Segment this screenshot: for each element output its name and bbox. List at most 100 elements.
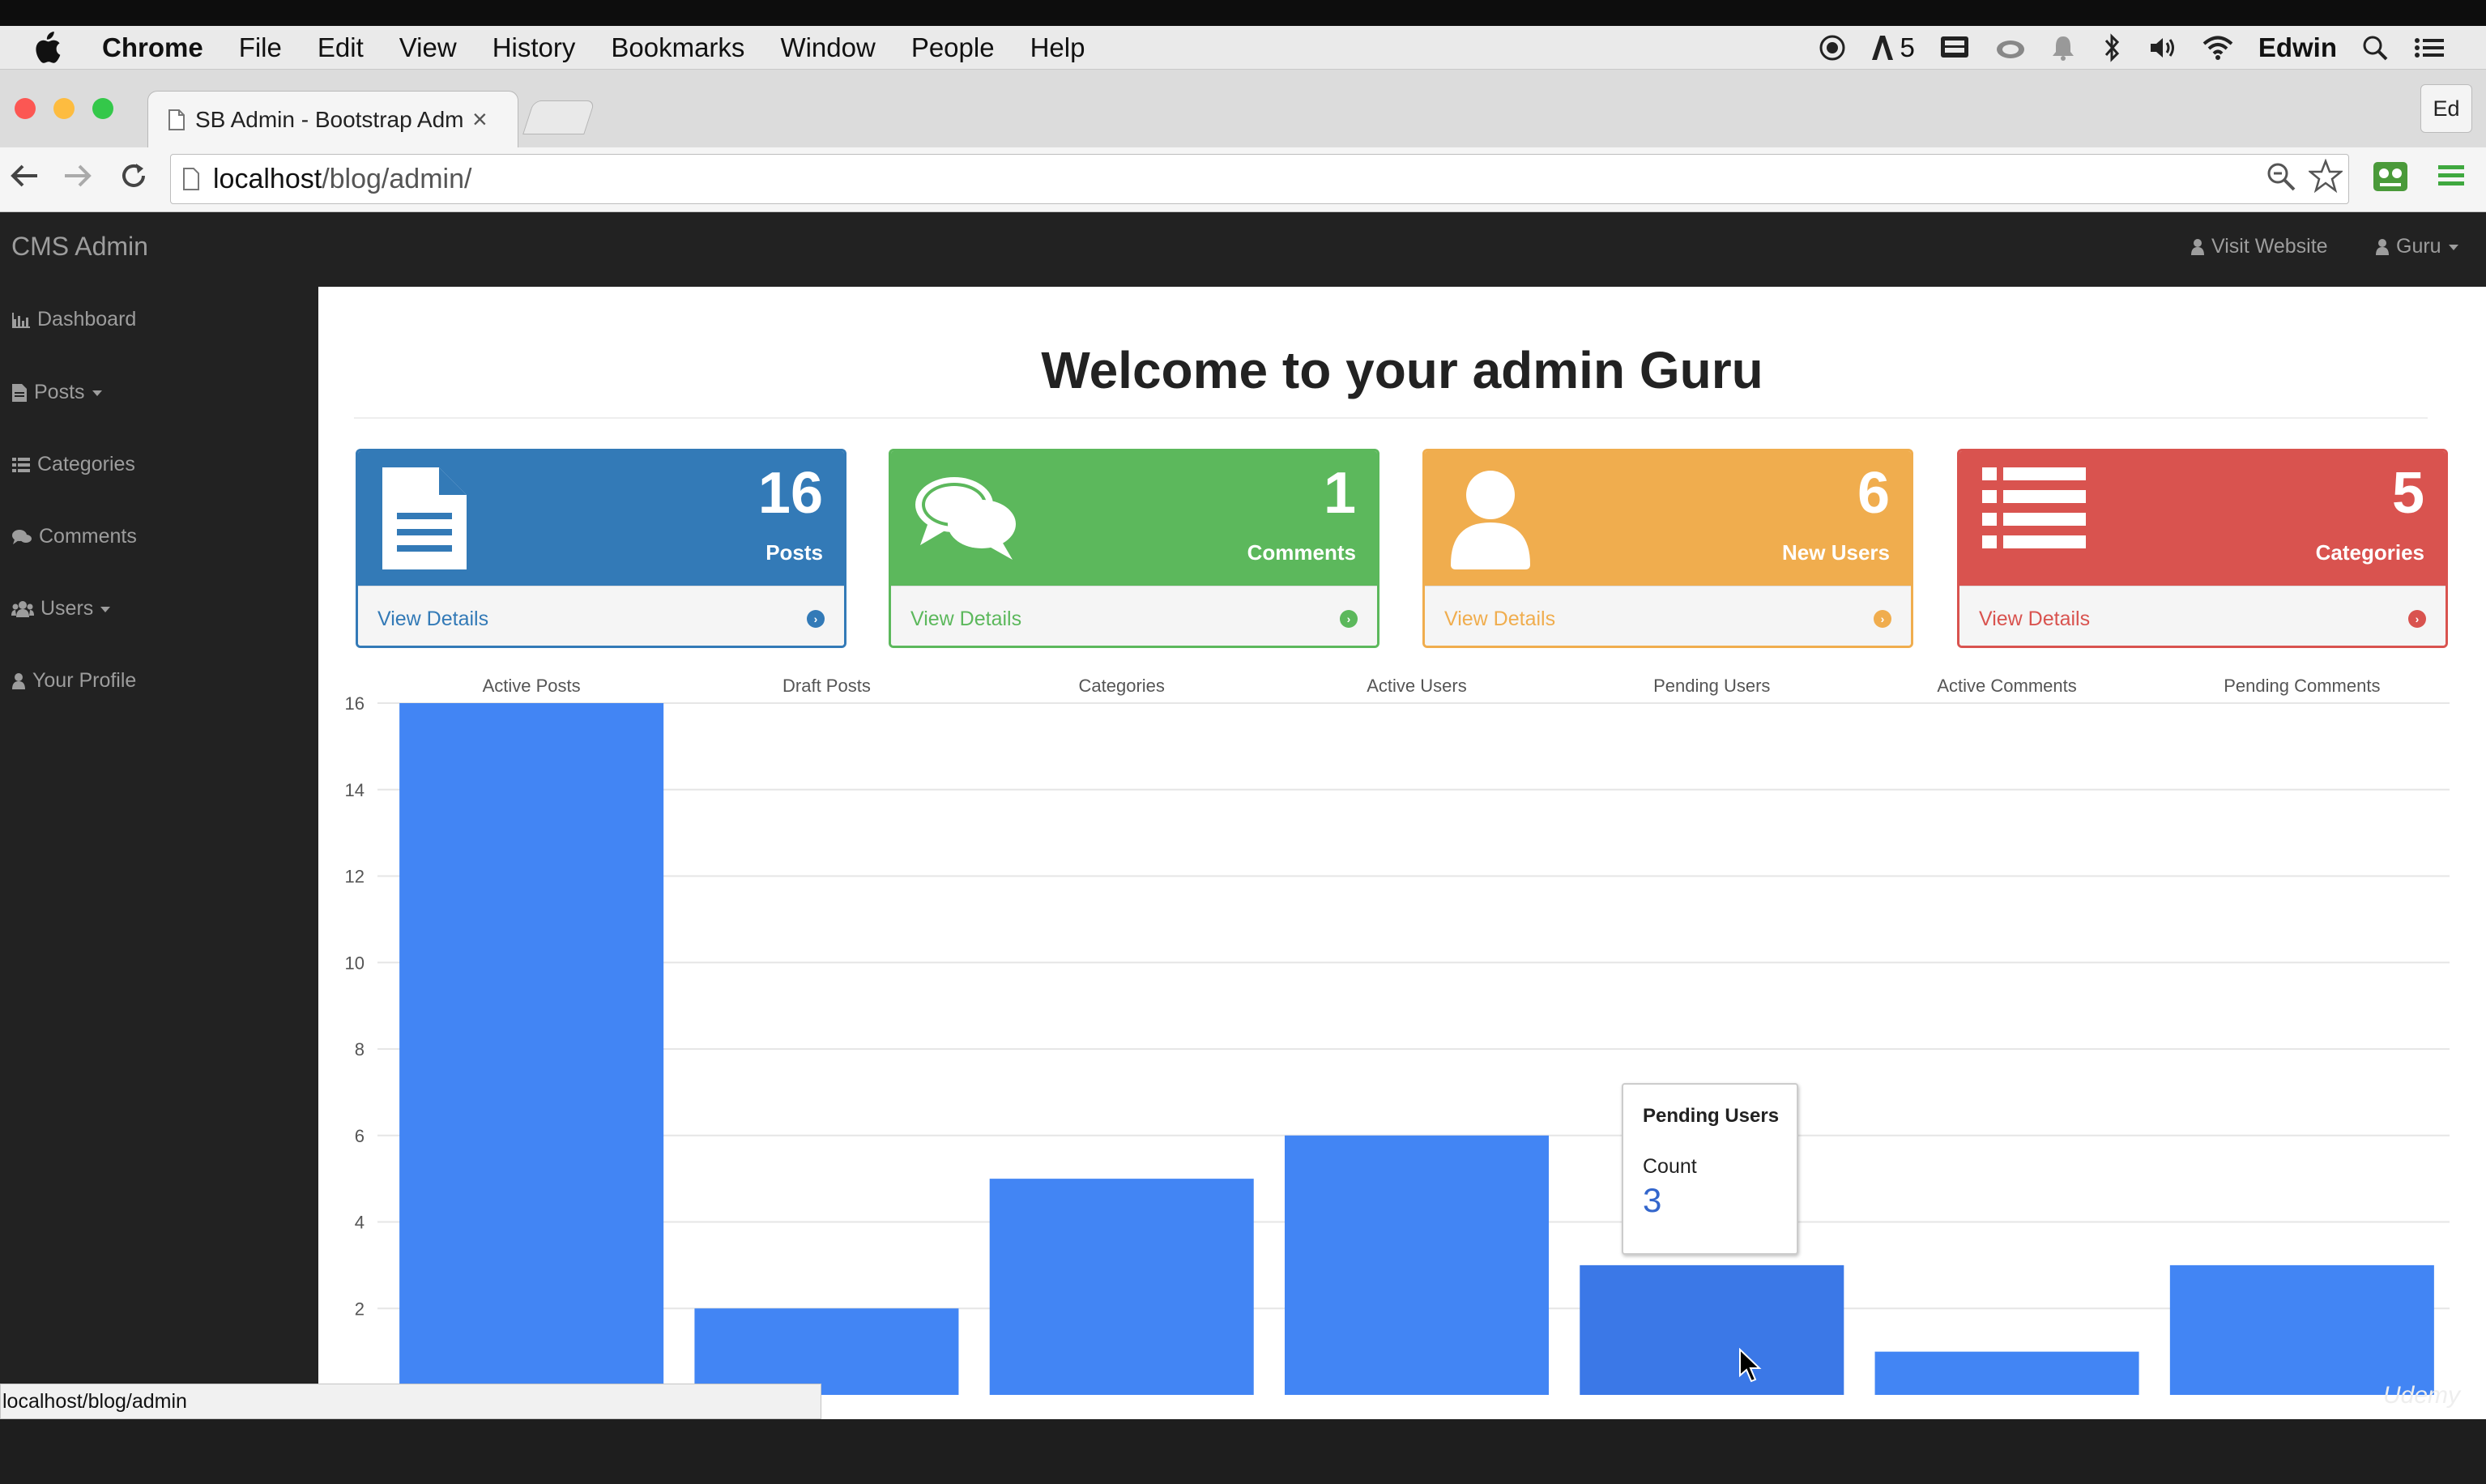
record-icon[interactable]	[1819, 34, 1846, 62]
menu-help[interactable]: Help	[1030, 32, 1085, 62]
sidebar-label-comments: Comments	[39, 525, 137, 548]
posts-view-details-label: View Details	[377, 607, 489, 630]
categories-view-details-label: View Details	[1979, 607, 2091, 630]
adobe-badge: 5	[1900, 32, 1915, 62]
comments-icon	[12, 529, 32, 544]
screen-bottom-strip	[0, 1419, 2486, 1484]
volume-icon[interactable]	[2148, 34, 2177, 62]
sidebar	[0, 287, 318, 1419]
menu-bookmarks[interactable]: Bookmarks	[611, 32, 745, 62]
notification-center-icon[interactable]	[2413, 34, 2445, 62]
url-path: /blog/admin/	[322, 163, 472, 194]
comments-icon	[915, 477, 1016, 560]
chart-bar[interactable]	[989, 1179, 1254, 1395]
posts-view-details[interactable]: View Details ›	[358, 586, 844, 646]
visit-website-link[interactable]: Visit Website	[2190, 235, 2328, 258]
address-bar[interactable]: localhost/blog/admin/	[170, 154, 2349, 204]
caret-down-icon	[100, 606, 111, 612]
address-url: localhost/blog/admin/	[213, 164, 471, 195]
wifi-icon[interactable]	[2202, 34, 2234, 62]
reload-icon[interactable]	[118, 160, 149, 191]
comments-view-details[interactable]: View Details ›	[891, 586, 1377, 646]
chart-bar[interactable]	[1284, 1135, 1550, 1395]
users-panel-heading: 6 New Users	[1425, 451, 1911, 586]
list-icon	[12, 457, 30, 472]
visit-website-label: Visit Website	[2211, 235, 2328, 258]
user-dropdown-label: Guru	[2396, 235, 2441, 258]
y-tick-label: 8	[355, 1039, 365, 1060]
sidebar-item-your-profile[interactable]: Your Profile	[11, 669, 136, 693]
menu-view[interactable]: View	[399, 32, 457, 62]
page-info-icon[interactable]	[182, 167, 200, 191]
users-label: New Users	[1782, 540, 1890, 565]
tooltip-value: 3	[1643, 1181, 1662, 1219]
y-tick-label: 4	[355, 1213, 365, 1233]
menu-history[interactable]: History	[492, 32, 576, 62]
chart-bar[interactable]	[1874, 1351, 2139, 1395]
spotlight-search-icon[interactable]	[2361, 34, 2389, 62]
chart-tooltip	[1622, 1083, 1798, 1255]
extension-icon[interactable]	[2372, 159, 2409, 194]
minimize-window-button[interactable]	[53, 98, 75, 119]
browser-tab[interactable]: SB Admin - Bootstrap Adm ×	[147, 91, 518, 147]
user-icon	[1451, 471, 1530, 569]
y-tick-label: 14	[345, 780, 365, 800]
apple-icon[interactable]	[32, 31, 62, 64]
y-tick-label: 6	[355, 1126, 365, 1146]
tab-title: SB Admin - Bootstrap Adm	[195, 106, 463, 132]
menu-file[interactable]: File	[238, 32, 282, 62]
navbar-brand[interactable]: CMS Admin	[11, 232, 148, 261]
zoom-icon[interactable]	[2265, 160, 2297, 193]
close-window-button[interactable]	[15, 98, 36, 119]
chart-bar[interactable]	[2169, 1264, 2434, 1395]
posts-panel: 16 Posts View Details ›	[356, 449, 846, 648]
tab-close-button[interactable]: ×	[472, 104, 488, 134]
sidebar-label-categories: Categories	[37, 453, 135, 475]
legend-category-label: Draft Posts	[782, 676, 871, 696]
creative-cloud-icon[interactable]	[1994, 34, 2027, 62]
menu-chrome[interactable]: Chrome	[102, 32, 203, 62]
chrome-menu-icon[interactable]	[2437, 162, 2466, 190]
profile-button[interactable]: Ed	[2420, 84, 2472, 133]
user-dropdown[interactable]: Guru	[2375, 235, 2459, 258]
chart-bar[interactable]	[399, 703, 664, 1395]
user-icon	[2191, 238, 2204, 255]
user-icon	[12, 672, 25, 689]
menu-window[interactable]: Window	[780, 32, 876, 62]
posts-count: 16	[757, 461, 823, 526]
back-icon[interactable]	[8, 162, 41, 190]
sidebar-label-your-profile: Your Profile	[32, 669, 137, 692]
url-host: localhost	[213, 163, 322, 194]
adobe-status[interactable]: 5	[1870, 32, 1915, 63]
bluetooth-icon[interactable]	[2100, 32, 2124, 63]
sidebar-label-users: Users	[41, 597, 94, 620]
menu-people[interactable]: People	[910, 32, 995, 62]
menu-user-name[interactable]: Edwin	[2258, 32, 2337, 62]
categories-panel-heading: 5 Categories	[1959, 451, 2445, 586]
users-view-details[interactable]: View Details ›	[1425, 586, 1911, 646]
mac-menu-bar: Chrome File Edit View History Bookmarks …	[0, 26, 2486, 70]
notification-bell-icon[interactable]	[2051, 34, 2075, 62]
sidebar-item-posts[interactable]: Posts	[11, 381, 103, 404]
legend-category-label: Active Users	[1367, 676, 1466, 696]
screen-share-icon[interactable]	[1939, 34, 1970, 62]
categories-view-details[interactable]: View Details ›	[1959, 586, 2445, 646]
users-count: 6	[1857, 461, 1890, 526]
bookmark-star-icon[interactable]	[2309, 159, 2343, 193]
menu-edit[interactable]: Edit	[317, 32, 364, 62]
sidebar-item-users[interactable]: Users	[11, 597, 111, 620]
sidebar-item-comments[interactable]: Comments	[11, 525, 137, 548]
screen-top-strip	[0, 0, 2486, 26]
sidebar-item-categories[interactable]: Categories	[11, 453, 135, 476]
legend-category-label: Active Comments	[1937, 676, 2076, 696]
comments-view-details-label: View Details	[910, 607, 1022, 630]
forward-icon[interactable]	[62, 162, 94, 190]
comments-panel-heading: 1 Comments	[891, 451, 1377, 586]
chart-bar[interactable]	[1580, 1264, 1844, 1395]
comments-label: Comments	[1247, 540, 1356, 565]
status-bar: localhost/blog/admin	[0, 1384, 821, 1419]
sidebar-item-dashboard[interactable]: Dashboard	[11, 308, 136, 331]
bar-chart-icon	[12, 312, 30, 328]
chart-bar[interactable]	[694, 1308, 959, 1395]
zoom-window-button[interactable]	[92, 98, 113, 119]
